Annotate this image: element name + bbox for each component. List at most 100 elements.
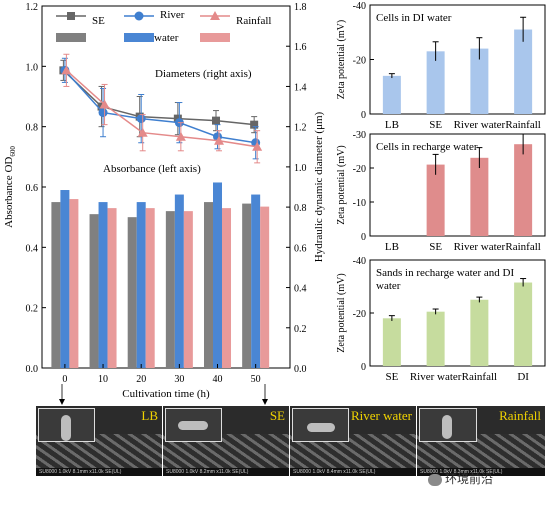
main-y-tick-label: 0.4 — [26, 243, 39, 254]
zeta-y-tick-label: 0 — [361, 232, 366, 243]
sem-image-lb: LB SU8000 1.0kV 8.1mm x11.0k SE(UL) — [36, 406, 162, 476]
legend-swatch-rainfall — [200, 33, 230, 42]
zeta-bar — [382, 318, 401, 366]
main-y2-tick-label: 1.6 — [294, 42, 307, 53]
legend-marker-rainfall — [210, 11, 220, 20]
legend-label-river-water: water — [154, 32, 179, 44]
bar-rainfall — [260, 206, 270, 368]
point-rainfall — [61, 65, 72, 75]
main-y-tick-label: 0.0 — [26, 364, 39, 375]
zeta-y-tick-label: -10 — [353, 198, 366, 209]
main-y2-tick-label: 1.4 — [294, 82, 307, 93]
bar-river-water — [60, 190, 70, 368]
zeta-x-tick-label: SE — [429, 119, 442, 131]
main-y2-tick-label: 0.8 — [294, 203, 307, 214]
bar-rainfall — [222, 208, 232, 368]
main-x-axis-label: Cultivation time (h) — [122, 388, 210, 400]
sem-inset — [419, 408, 478, 443]
zeta-panel-cells-di: Cells in DI water 0 -20 -40 Zeta potential (… — [336, 1, 546, 131]
zeta-x-tick-label: DI — [517, 371, 529, 383]
main-x-tick-label: 30 — [174, 374, 184, 385]
main-y-tick-label: 0.8 — [26, 123, 39, 134]
sem-image-rainfall: Rainfall SU8000 1.0kV 8.3mm x11.0k SE(UL… — [417, 406, 545, 476]
sem-caption: SU8000 1.0kV 8.1mm x11.0k SE(UL) — [36, 468, 162, 476]
bar-rainfall — [107, 208, 117, 368]
sem-caption: SU8000 1.0kV 8.4mm x11.0k SE(UL) — [290, 468, 416, 476]
zeta-x-tick-label: River water — [454, 241, 506, 253]
annotation-diameters: Diameters (right axis) — [155, 68, 252, 80]
legend-swatch-river-water — [124, 33, 154, 42]
bar-se — [127, 217, 137, 368]
main-y2-axis-label: Hydraulic dynamic diameter (μm) — [313, 111, 325, 262]
zeta-bar — [470, 299, 489, 366]
sem-label: LB — [141, 408, 158, 423]
legend-swatch-se — [56, 33, 86, 42]
sem-inset — [292, 408, 350, 443]
legend-marker-river-water — [134, 11, 144, 21]
main-y-tick-label: 0.2 — [26, 304, 39, 315]
legend-label-rainfall: Rainfall — [236, 15, 271, 27]
line-river-water — [64, 69, 256, 144]
point-se — [250, 120, 259, 129]
annotation-absorbance: Absorbance (left axis) — [103, 163, 201, 175]
sem-inset — [165, 408, 223, 443]
bar-river-water — [251, 194, 261, 368]
bar-se — [204, 202, 214, 368]
bar-river-water — [213, 182, 223, 368]
sem-caption: SU8000 1.0kV 8.3mm x11.0k SE(UL) — [417, 468, 545, 476]
zeta-title: Cells in DI water — [376, 12, 452, 24]
main-x-tick-label: 50 — [251, 374, 261, 385]
legend-label-se: SE — [92, 15, 105, 27]
zeta-bar — [514, 144, 533, 236]
sem-label: SE — [269, 408, 285, 423]
legend-marker-se — [67, 12, 75, 20]
bar-se — [242, 203, 252, 368]
main-legend: SE River water Rainfall — [56, 9, 271, 44]
line-rainfall — [65, 69, 258, 148]
point-rainfall — [214, 135, 225, 145]
main-y-tick-label: 0.6 — [26, 183, 39, 194]
line-se — [62, 69, 255, 126]
zeta-bar — [426, 51, 445, 114]
main-x-tick-label: 20 — [136, 374, 146, 385]
zeta-plot-frame — [369, 133, 546, 237]
main-x-tick-label: 40 — [213, 374, 223, 385]
bar-rainfall — [183, 211, 193, 368]
bar-se — [89, 214, 99, 368]
main-y2-tick-label: 0.0 — [294, 364, 307, 375]
watermark-text: 环境前沿 — [445, 472, 494, 486]
point-rainfall — [99, 99, 110, 109]
zeta-x-tick-label: Rainfall — [462, 371, 497, 383]
point-se — [212, 116, 221, 125]
zeta-x-tick-label: LB — [385, 241, 399, 253]
sem-image-river-water: River water SU8000 1.0kV 8.4mm x11.0k SE… — [290, 406, 416, 476]
main-y2-tick-label: 1.8 — [294, 2, 307, 13]
zeta-x-tick-label: LB — [385, 119, 399, 131]
zeta-x-tick-label: River water — [410, 371, 462, 383]
wechat-icon — [428, 473, 442, 486]
zeta-x-tick-label: SE — [429, 241, 442, 253]
zeta-y-tick-label: -20 — [353, 164, 366, 175]
zeta-y-axis-label: Zeta potential (mV) — [336, 273, 347, 352]
zeta-y-axis-label: Zeta potential (mV) — [336, 20, 347, 99]
bar-se — [51, 202, 61, 368]
zeta-bar — [426, 311, 445, 366]
zeta-x-tick-label: Rainfall — [505, 241, 540, 253]
main-y-tick-label: 1.2 — [26, 2, 39, 13]
zeta-title: Sands in recharge water and DI — [376, 267, 514, 279]
zeta-x-tick-label: River water — [454, 119, 506, 131]
sem-caption: SU8000 1.0kV 8.2mm x11.0k SE(UL) — [163, 468, 289, 476]
main-x-tick-label: 0 — [62, 374, 67, 385]
main-y-tick-label: 1.0 — [26, 62, 39, 73]
zeta-bar — [470, 157, 489, 236]
watermark: 环境前沿 — [428, 470, 493, 487]
zeta-y-tick-label: 0 — [361, 110, 366, 121]
main-chart: 0.0 0.2 0.4 0.6 0.8 1.0 1.2 0.0 0.2 0.4 0.6 0.8 1.0 1… — [3, 2, 325, 400]
main-y2-tick-label: 0.2 — [294, 324, 307, 335]
zeta-title: Cells in recharge water — [376, 141, 478, 153]
point-river-water — [98, 108, 108, 118]
bar-rainfall — [145, 208, 155, 368]
zeta-title: water — [376, 280, 401, 292]
